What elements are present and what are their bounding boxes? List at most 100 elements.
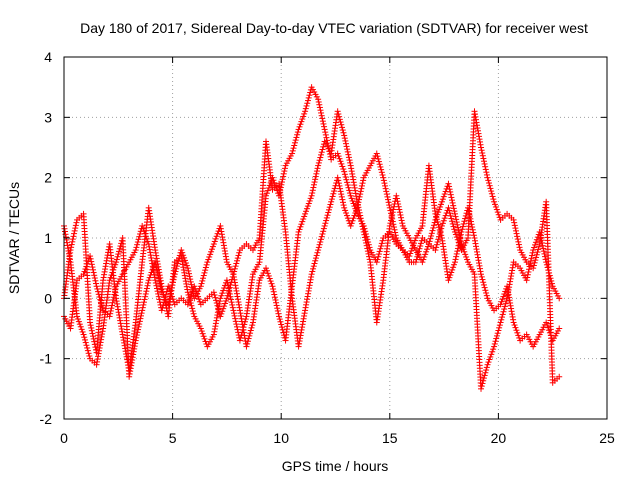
data-point xyxy=(128,359,135,366)
data-point xyxy=(67,256,74,263)
data-point xyxy=(146,246,153,253)
data-point xyxy=(133,244,140,251)
data-point xyxy=(494,209,501,216)
data-point xyxy=(313,252,320,259)
data-point xyxy=(459,223,466,230)
data-point xyxy=(73,219,80,226)
data-point xyxy=(329,193,336,200)
data-point xyxy=(338,193,345,200)
data-point xyxy=(148,254,155,261)
data-point xyxy=(202,264,209,271)
data-point xyxy=(348,165,355,172)
data-point xyxy=(182,278,189,285)
data-point xyxy=(70,233,77,240)
data-point xyxy=(334,150,341,157)
data-point xyxy=(463,253,470,260)
axes: 0 5 10 15 20 25 -2 -1 0 1 2 3 4 xyxy=(40,49,615,446)
data-point xyxy=(413,256,420,263)
data-point xyxy=(302,307,309,314)
data-point xyxy=(304,97,311,104)
data-point xyxy=(93,283,100,290)
data-point xyxy=(93,361,100,368)
data-point xyxy=(234,326,241,333)
data-point xyxy=(115,306,122,313)
x-tick-label: 0 xyxy=(60,430,68,446)
data-point xyxy=(103,257,110,264)
data-point xyxy=(154,270,161,277)
data-point xyxy=(98,333,105,340)
data-point xyxy=(314,165,321,172)
data-point xyxy=(480,279,487,286)
data-point xyxy=(131,345,138,352)
data-point xyxy=(115,309,122,316)
data-point xyxy=(189,308,196,315)
data-point xyxy=(336,155,343,162)
data-point xyxy=(132,247,139,254)
data-point xyxy=(476,136,483,143)
data-point xyxy=(488,351,495,358)
data-point xyxy=(335,177,342,184)
data-point xyxy=(203,261,210,268)
data-point xyxy=(523,277,530,284)
data-point xyxy=(210,241,217,248)
data-point xyxy=(152,261,159,268)
data-point xyxy=(200,275,207,282)
data-point xyxy=(472,113,479,120)
data-point xyxy=(185,298,192,305)
data-point xyxy=(156,296,163,303)
data-point xyxy=(89,264,96,271)
data-point xyxy=(88,324,95,331)
data-point xyxy=(540,248,547,255)
data-point xyxy=(302,108,309,115)
data-point xyxy=(556,373,563,380)
data-point xyxy=(481,284,488,291)
data-point xyxy=(91,338,98,345)
data-point xyxy=(476,262,483,269)
data-point xyxy=(160,302,167,309)
data-point xyxy=(480,281,487,288)
data-point xyxy=(153,255,160,262)
data-point xyxy=(359,223,366,230)
data-point xyxy=(464,256,471,263)
data-point xyxy=(263,267,270,274)
data-point xyxy=(278,321,285,328)
data-point xyxy=(360,226,367,233)
data-point xyxy=(530,262,537,269)
data-point xyxy=(304,203,311,210)
data-point xyxy=(511,219,518,226)
data-point xyxy=(202,267,209,274)
data-point xyxy=(336,116,343,123)
data-point xyxy=(318,149,325,156)
data-point xyxy=(453,234,460,241)
data-point xyxy=(170,298,177,305)
data-point xyxy=(449,199,456,206)
data-point xyxy=(435,236,442,243)
data-point xyxy=(472,237,479,244)
data-point xyxy=(222,250,229,257)
data-point xyxy=(500,293,507,300)
data-point xyxy=(474,125,481,132)
data-point xyxy=(276,316,283,323)
data-point xyxy=(96,344,103,351)
data-point xyxy=(393,195,400,202)
data-point xyxy=(206,253,213,260)
data-point xyxy=(342,207,349,214)
data-point xyxy=(526,266,533,273)
data-point xyxy=(418,237,425,244)
data-point xyxy=(493,335,500,342)
data-point xyxy=(318,151,325,158)
data-point xyxy=(456,232,463,239)
data-point xyxy=(200,272,207,279)
data-point xyxy=(321,123,328,130)
data-point xyxy=(429,227,436,234)
data-point xyxy=(213,314,220,321)
data-point xyxy=(445,204,452,211)
data-point xyxy=(219,290,226,297)
data-point xyxy=(357,212,364,219)
data-point xyxy=(201,269,208,276)
data-point xyxy=(273,302,280,309)
data-point xyxy=(312,173,319,180)
data-point xyxy=(228,296,235,303)
data-point xyxy=(336,182,343,189)
